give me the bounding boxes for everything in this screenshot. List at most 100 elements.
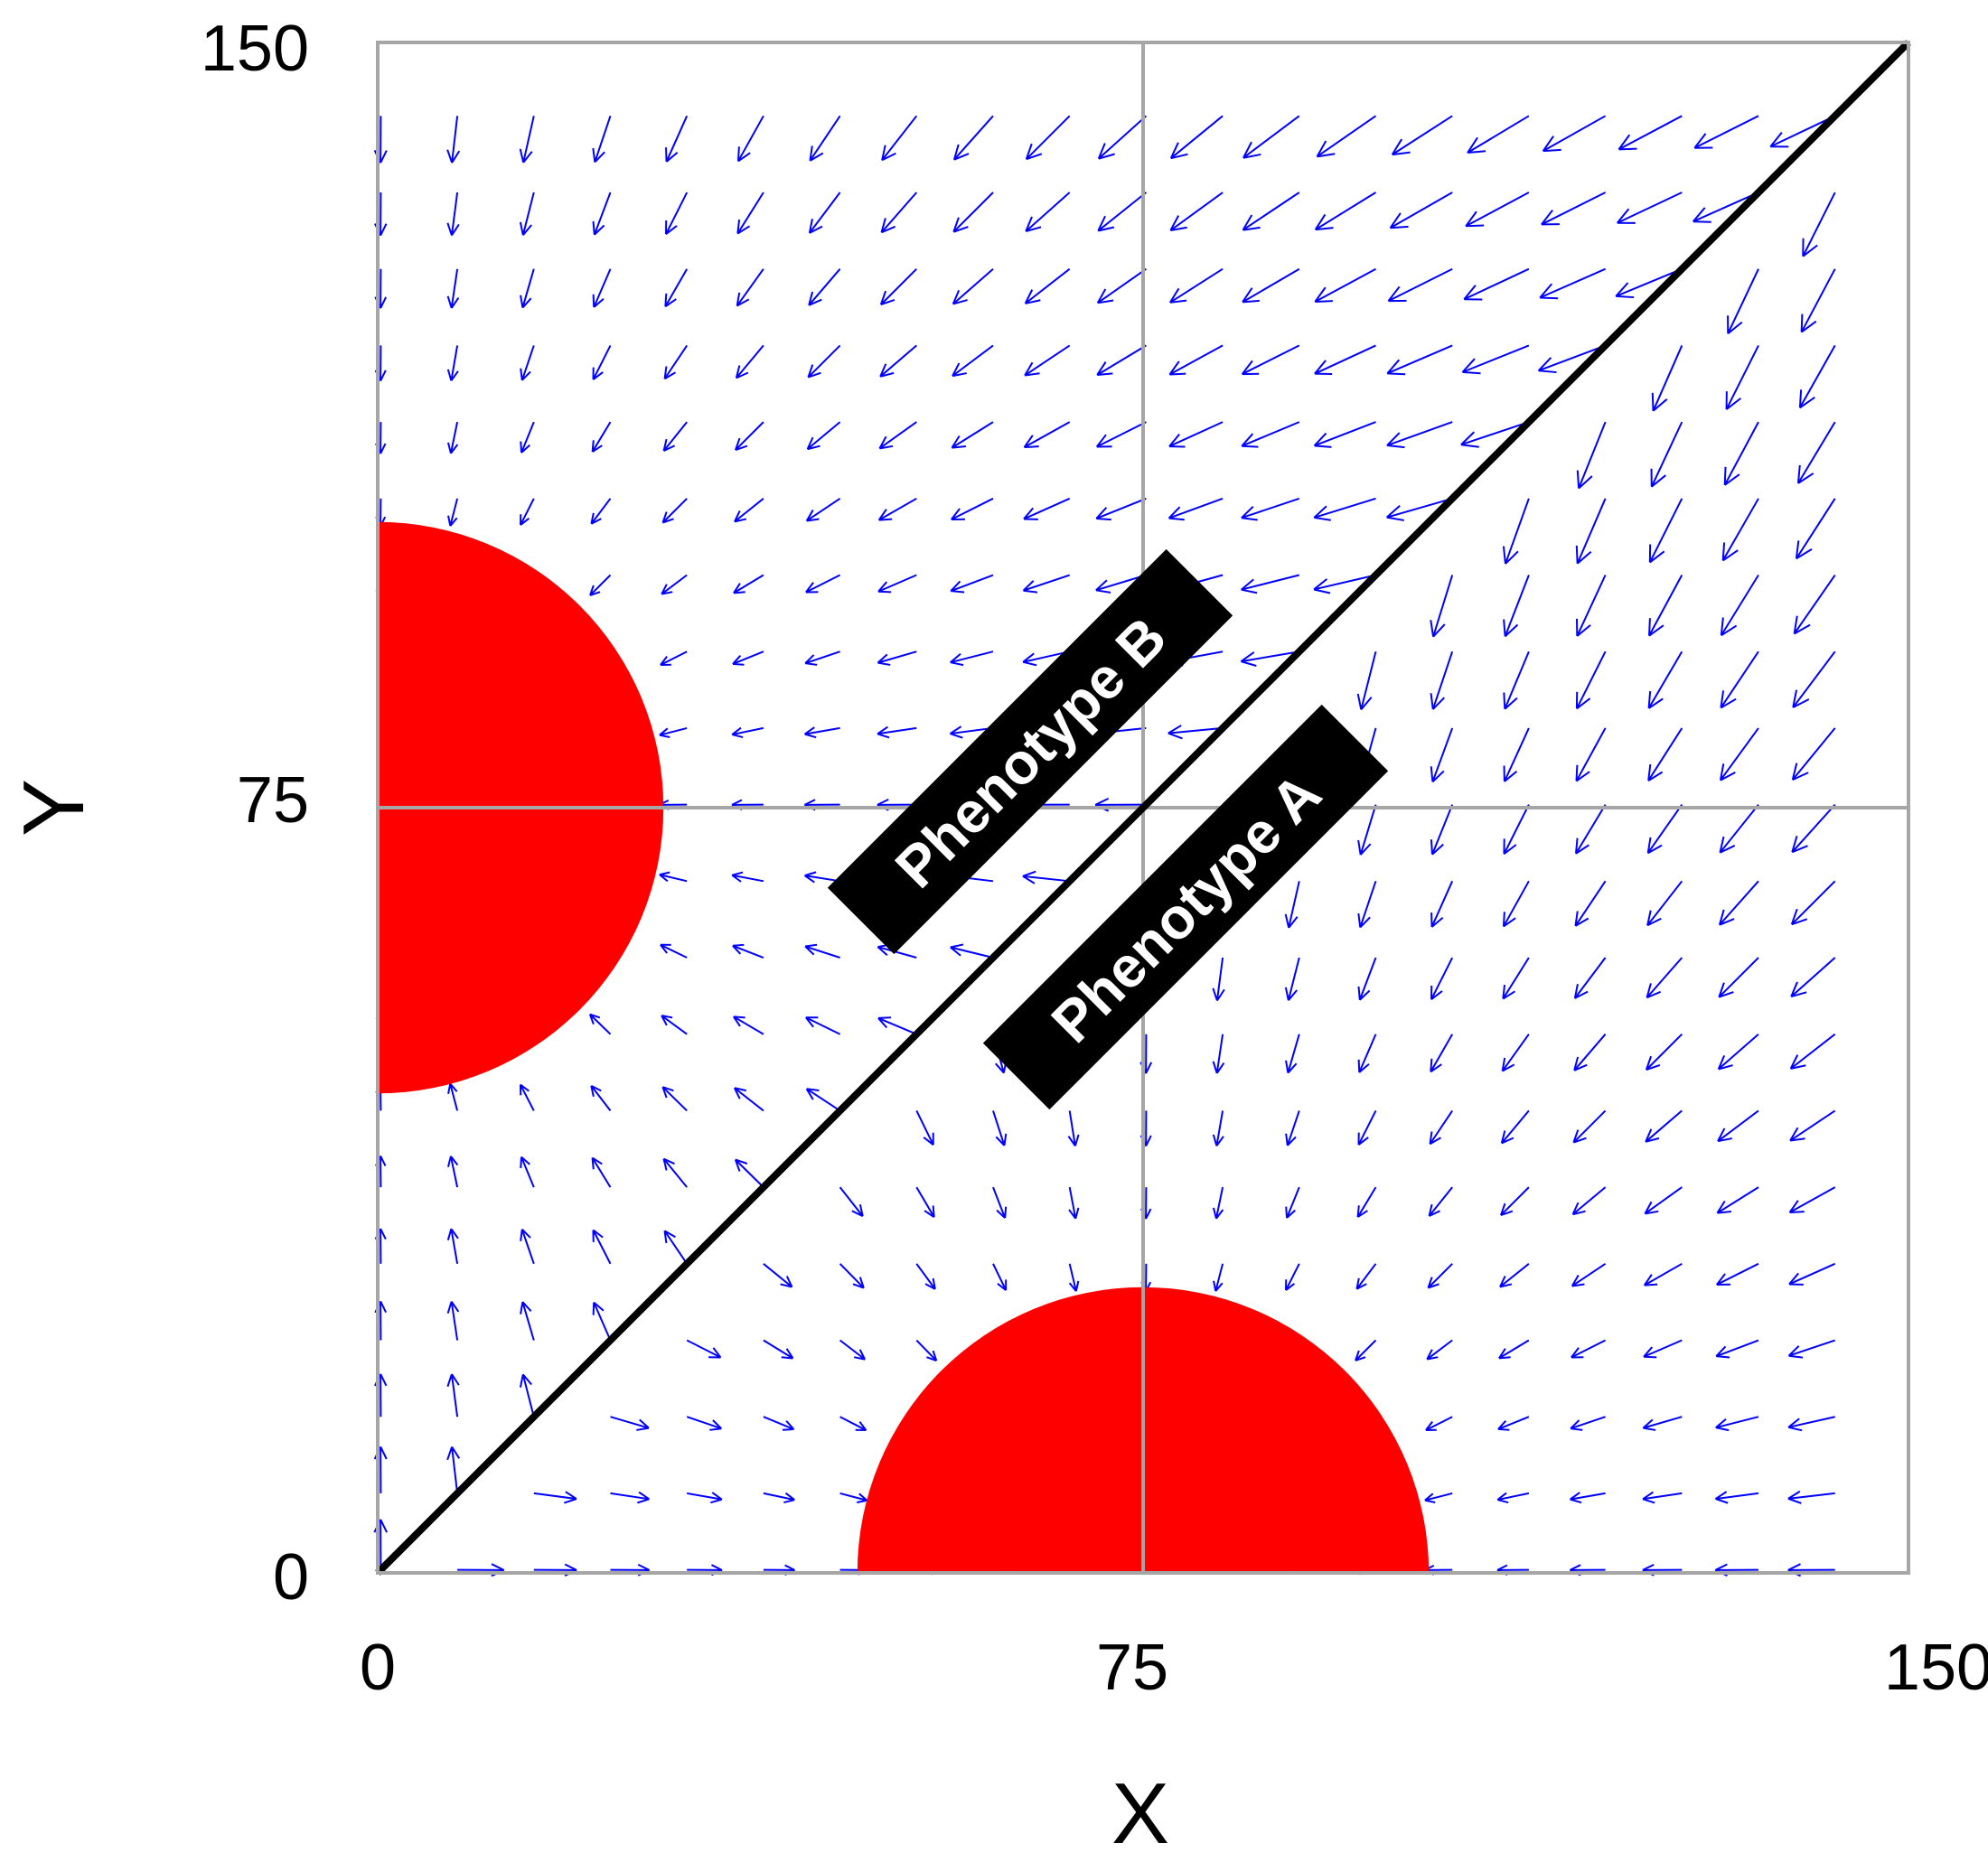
field-arrow [1430, 727, 1454, 783]
field-arrow [1285, 1186, 1300, 1219]
field-arrow [733, 1087, 764, 1112]
field-arrow [1313, 421, 1376, 448]
field-arrow [1095, 421, 1147, 448]
field-arrow [992, 1263, 1008, 1291]
field-arrow [1573, 1034, 1607, 1071]
field-arrow [520, 421, 535, 454]
field-arrow [1496, 1492, 1530, 1504]
field-arrow [1571, 1186, 1607, 1216]
field-arrow [1430, 1034, 1454, 1073]
field-arrow [1576, 421, 1607, 490]
field-arrow [661, 574, 688, 595]
field-arrow [1572, 1109, 1607, 1144]
field-arrow [1389, 192, 1453, 229]
field-arrow [1714, 1491, 1759, 1504]
field-arrow [1095, 574, 1147, 594]
field-arrow [952, 192, 994, 233]
field-arrow [1024, 267, 1071, 304]
field-arrow [735, 421, 764, 451]
x-tick-label-150: 150 [1884, 1632, 1988, 1704]
field-arrow [1647, 727, 1683, 781]
field-arrow [589, 574, 612, 596]
field-arrow [950, 943, 994, 959]
field-arrow [1790, 957, 1836, 998]
y-tick-label-75: 75 [237, 764, 309, 837]
field-arrow [1717, 1033, 1759, 1071]
field-arrow [1645, 1034, 1683, 1071]
field-arrow [1537, 344, 1606, 374]
field-arrow [915, 1339, 938, 1362]
field-arrow [1769, 115, 1836, 148]
field-arrow [1570, 1416, 1606, 1431]
field-arrow [520, 1156, 535, 1188]
field-arrow [446, 421, 459, 454]
field-arrow [1169, 267, 1224, 304]
field-arrow [590, 498, 612, 525]
field-arrow [1651, 345, 1683, 412]
field-arrow [1386, 497, 1453, 521]
field-arrow [519, 1083, 535, 1111]
field-arrow [1387, 267, 1453, 303]
field-arrow [1357, 1034, 1377, 1073]
field-arrow [1467, 115, 1530, 154]
field-arrow [839, 1416, 867, 1432]
field-arrow [446, 1228, 459, 1264]
field-arrow [1503, 804, 1530, 856]
field-arrow [1212, 1186, 1224, 1220]
phenotype-b-label-bg [827, 548, 1233, 955]
field-arrow [1428, 1186, 1453, 1217]
field-arrow [1790, 880, 1836, 926]
field-arrow [1727, 268, 1759, 334]
field-arrow [1357, 1109, 1377, 1146]
field-arrow [1791, 803, 1836, 854]
field-arrow [1357, 880, 1377, 929]
field-arrow [735, 344, 764, 379]
field-arrow [1426, 1339, 1453, 1361]
field-arrow [1463, 267, 1530, 301]
field-arrow [520, 345, 535, 381]
field-arrow [1723, 421, 1759, 486]
field-arrow [1791, 727, 1836, 781]
field-arrow [1802, 192, 1836, 257]
field-arrow [1718, 880, 1759, 926]
field-arrow [732, 943, 764, 959]
field-arrow [519, 116, 535, 164]
field-arrow [1646, 957, 1683, 999]
field-arrow [763, 1492, 795, 1504]
field-arrow [1643, 1339, 1683, 1359]
field-arrow [1503, 575, 1530, 638]
field-arrow [1539, 267, 1606, 300]
field-arrow [590, 1084, 612, 1112]
field-arrow [1430, 957, 1454, 1000]
field-arrow [839, 1492, 868, 1503]
field-arrow [879, 268, 917, 306]
field-arrow [1501, 1034, 1530, 1072]
field-arrow [1642, 1416, 1683, 1431]
field-arrow [877, 574, 917, 594]
field-arrow [1573, 957, 1607, 999]
field-arrow [1646, 880, 1683, 927]
field-arrow [664, 192, 689, 235]
field-arrow [1430, 650, 1454, 710]
field-arrow [1097, 192, 1148, 232]
field-arrow [686, 1416, 722, 1431]
field-arrow [877, 725, 917, 739]
field-arrow [1576, 575, 1607, 637]
field-arrow [808, 192, 841, 234]
field-arrow [806, 421, 841, 451]
field-arrow [446, 1301, 460, 1341]
field-arrow [1024, 344, 1071, 377]
field-arrow [733, 574, 764, 594]
field-arrow [1212, 957, 1225, 1002]
field-arrow [1314, 192, 1377, 231]
field-arrow [1575, 650, 1607, 710]
field-arrow [736, 268, 764, 307]
field-arrow [519, 192, 535, 236]
field-arrow [1357, 804, 1377, 856]
field-arrow [804, 871, 840, 884]
field-arrow [731, 871, 764, 883]
field-arrow [520, 268, 535, 309]
field-arrow [1717, 1109, 1759, 1143]
field-arrow [1503, 727, 1530, 782]
field-arrow [1716, 1262, 1759, 1287]
